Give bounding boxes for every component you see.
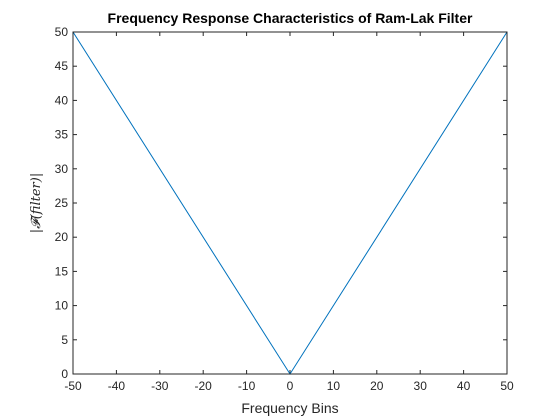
x-tick-label: -10 [238, 379, 256, 393]
y-tick-label: 10 [55, 299, 69, 313]
x-tick-label: -20 [195, 379, 213, 393]
plot-area [73, 32, 507, 374]
chart-title: Frequency Response Characteristics of Ra… [108, 10, 473, 26]
x-axis-label: Frequency Bins [241, 400, 338, 416]
x-tick-label: 0 [287, 379, 294, 393]
y-tick-label: 40 [55, 93, 69, 107]
x-tick-label: -30 [151, 379, 169, 393]
y-axis-label: |𝓕(filter)| [29, 173, 44, 233]
y-tick-label: 30 [55, 162, 69, 176]
x-tick-label: 40 [457, 379, 471, 393]
y-tick-label: 45 [55, 59, 69, 73]
y-tick-label: 35 [55, 128, 69, 142]
axes-box [72, 31, 508, 375]
x-tick-label: -50 [64, 379, 82, 393]
x-tick-label: -40 [108, 379, 126, 393]
y-tick-label: 25 [55, 196, 69, 210]
y-tick-label: 20 [55, 230, 69, 244]
x-tick-label: 10 [327, 379, 341, 393]
y-tick-label: 50 [55, 25, 69, 39]
x-tick-label: 50 [500, 379, 514, 393]
y-tick-label: 15 [55, 264, 69, 278]
y-tick-label: 0 [61, 367, 68, 381]
x-ticks: -50 -40 -30 -20 -10 0 10 20 30 40 50 [64, 32, 514, 393]
x-tick-label: 30 [414, 379, 428, 393]
x-tick-label: 20 [370, 379, 384, 393]
y-tick-label: 5 [61, 333, 68, 347]
